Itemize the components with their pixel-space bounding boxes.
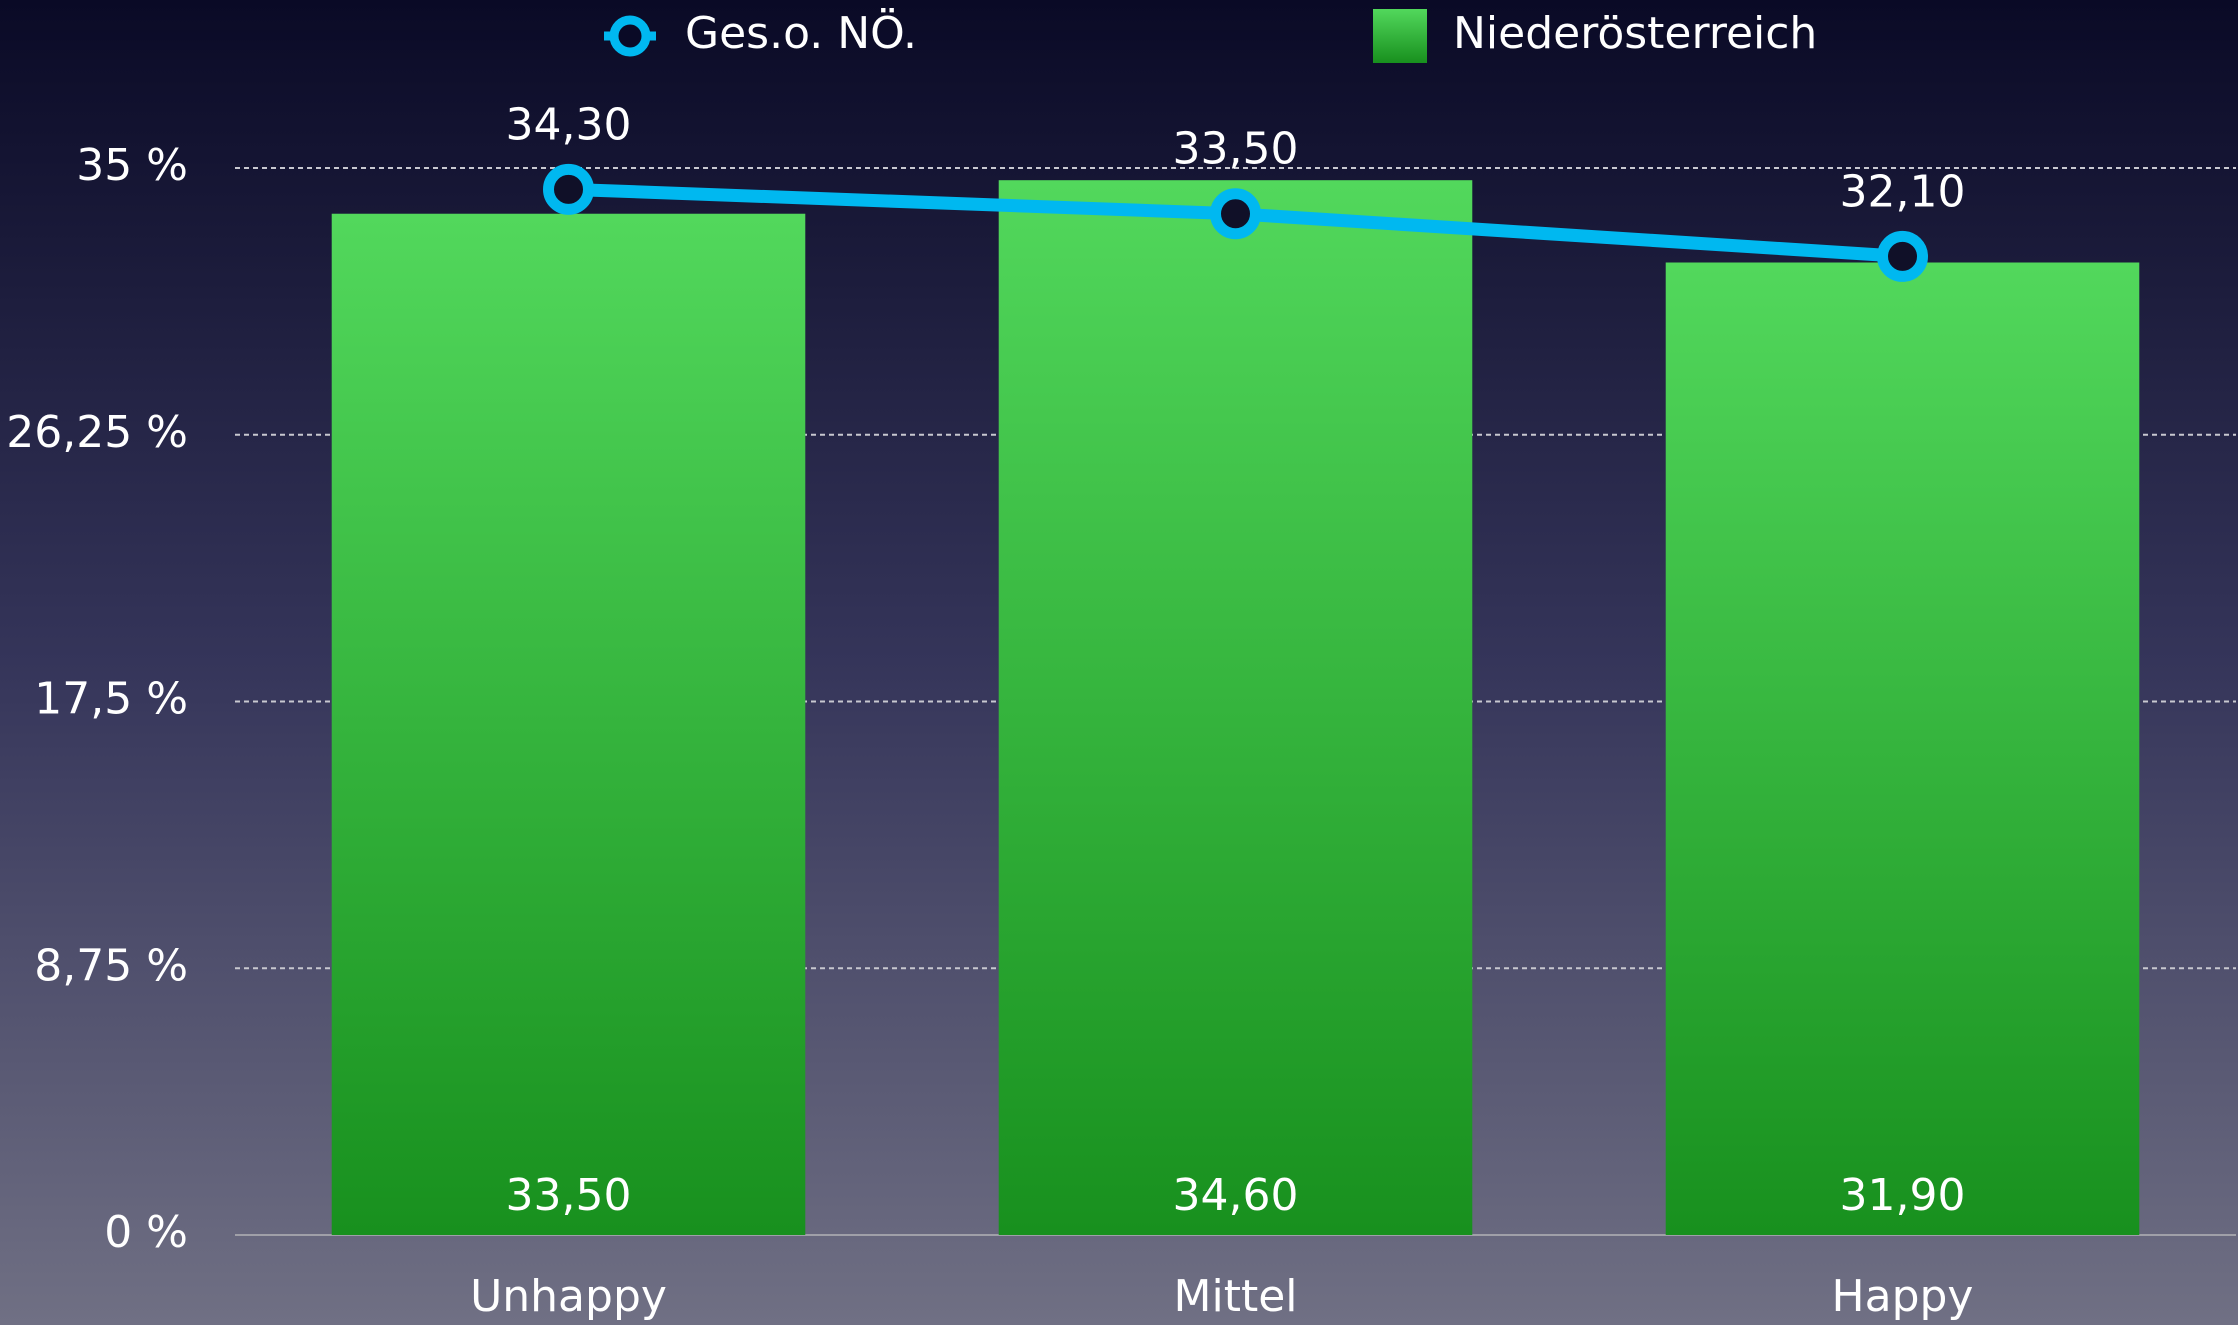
bar-value-label: 33,50 [506,1170,632,1221]
x-tick-label: Happy [1832,1271,1974,1322]
legend-swatch [1373,9,1427,63]
line-marker [1877,230,1928,282]
bar [998,180,1473,1235]
bar [1665,262,2140,1235]
legend-marker [609,15,651,57]
line-marker [1210,188,1261,240]
legend-label: Niederösterreich [1453,8,1817,59]
legend-label: Ges.o. NÖ. [685,7,917,59]
line-value-label: 32,10 [1840,166,1966,217]
line-value-label: 33,50 [1173,124,1299,175]
line-value-label: 34,30 [506,99,632,150]
bar-value-label: 31,90 [1840,1170,1966,1221]
bar-value-label: 34,60 [1173,1170,1299,1221]
x-tick-label: Mittel [1174,1271,1298,1322]
y-tick-label: 0 % [104,1207,188,1258]
bar [331,213,806,1235]
y-tick-label: 35 % [76,140,188,191]
y-tick-label: 17,5 % [34,674,188,725]
y-tick-label: 8,75 % [34,940,188,991]
x-tick-label: Unhappy [470,1271,667,1322]
y-tick-label: 26,25 % [6,407,188,458]
line-marker [543,163,594,215]
